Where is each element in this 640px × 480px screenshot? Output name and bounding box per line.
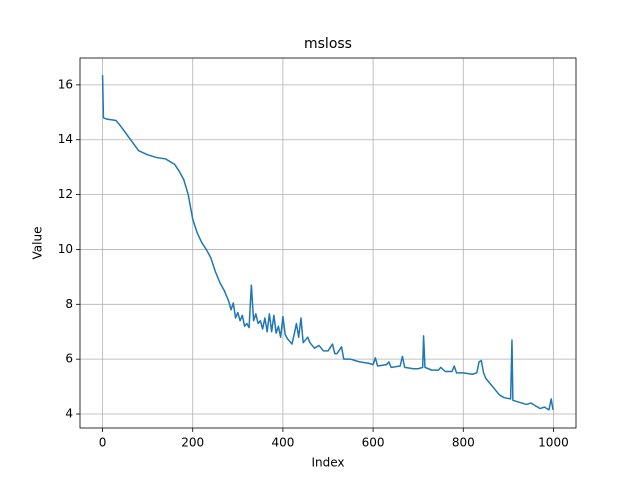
line-series xyxy=(101,75,554,411)
x-tick-label: 600 xyxy=(362,436,385,450)
x-tick-label: 400 xyxy=(271,436,294,450)
plot-frame xyxy=(79,57,577,429)
x-tick-label: 1000 xyxy=(538,436,569,450)
chart-title: msloss xyxy=(304,36,352,52)
x-tick-label: 200 xyxy=(181,436,204,450)
y-tick-label: 4 xyxy=(65,407,73,421)
y-tick-label: 12 xyxy=(58,187,73,201)
y-tick-label: 8 xyxy=(65,297,73,311)
y-tick-label: 6 xyxy=(65,352,73,366)
y-tick-label: 14 xyxy=(58,132,73,146)
x-axis-label: Index xyxy=(311,456,344,470)
y-tick-label: 16 xyxy=(58,77,73,91)
y-tick-label: 10 xyxy=(58,242,73,256)
x-tick-label: 800 xyxy=(452,436,475,450)
x-tick-label: 0 xyxy=(99,436,107,450)
y-axis-label: Value xyxy=(31,227,45,260)
